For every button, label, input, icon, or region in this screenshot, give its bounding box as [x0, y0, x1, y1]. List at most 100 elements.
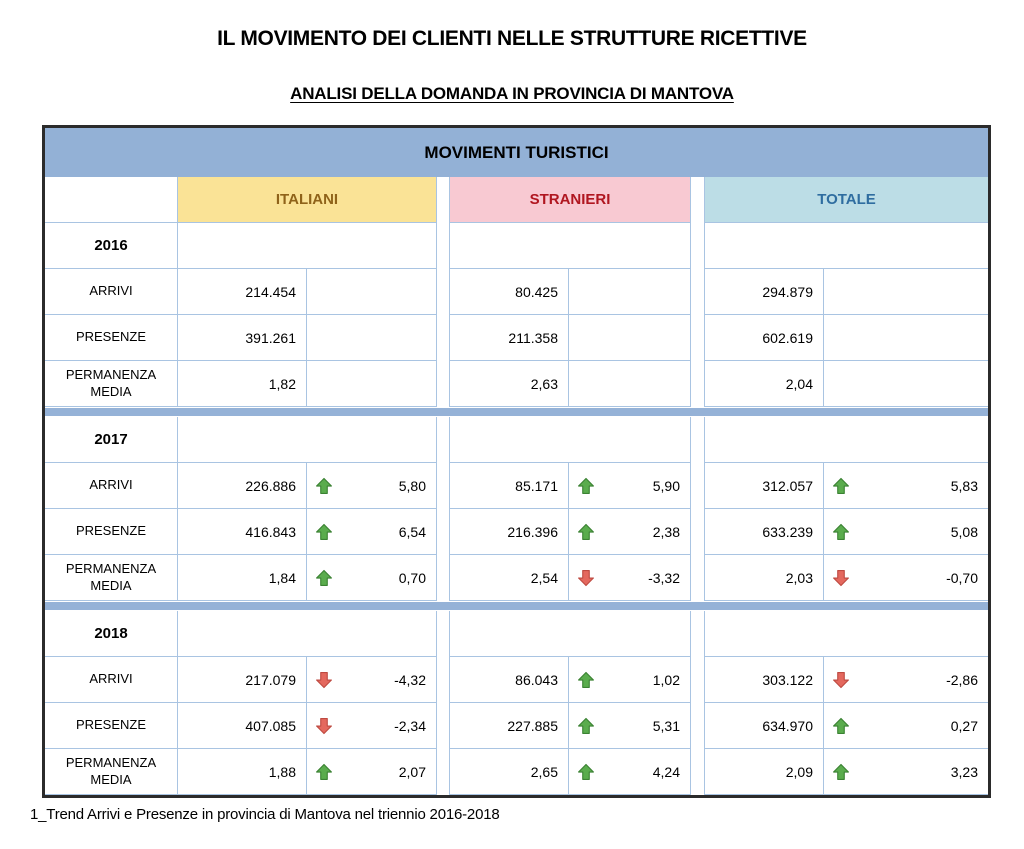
trend-cell: -3,32	[568, 555, 690, 601]
value-cell: 1,82	[178, 361, 306, 407]
trend-cell: 4,24	[568, 749, 690, 795]
row-label: PERMANENZA MEDIA	[45, 555, 178, 601]
value-cell: 2,03	[705, 555, 823, 601]
table-caption: 1_Trend Arrivi e Presenze in provincia d…	[30, 806, 500, 823]
value-cell: 303.122	[705, 657, 823, 703]
trend-cell: 5,31	[568, 703, 690, 749]
value-cell: 416.843	[178, 509, 306, 555]
trend-cell	[568, 269, 690, 315]
spacer-column	[436, 315, 450, 361]
pct-value: -4,32	[394, 671, 426, 688]
trend-cell: -2,34	[306, 703, 436, 749]
year-label: 2016	[45, 223, 178, 269]
row-label: PERMANENZA MEDIA	[45, 749, 178, 795]
trend-arrow-icon	[577, 569, 595, 587]
year-divider	[45, 408, 988, 416]
value-cell: 2,04	[705, 361, 823, 407]
trend-cell: 2,07	[306, 749, 436, 795]
spacer-column	[690, 657, 705, 703]
table-title: MOVIMENTI TURISTICI	[45, 128, 988, 177]
trend-arrow-icon	[577, 477, 595, 495]
pct-value: 4,24	[652, 763, 680, 780]
group-header-italiani: ITALIANI	[178, 177, 436, 223]
spacer-column	[436, 269, 450, 315]
trend-arrow-icon	[577, 717, 595, 735]
table-row-presenze: PRESENZE 416.843 6,54 216.396 2,38 633.2…	[45, 509, 988, 555]
trend-cell	[823, 269, 988, 315]
spacer-column	[690, 611, 705, 657]
value-cell: 217.079	[178, 657, 306, 703]
value-cell: 2,54	[450, 555, 568, 601]
row-label: ARRIVI	[45, 657, 178, 703]
trend-arrow-icon	[832, 477, 850, 495]
value-cell: 211.358	[450, 315, 568, 361]
value-cell: 227.885	[450, 703, 568, 749]
pct-value: 0,27	[950, 717, 978, 734]
spacer-column	[436, 361, 450, 407]
spacer-column	[436, 657, 450, 703]
spacer-column	[690, 315, 705, 361]
year-label: 2018	[45, 611, 178, 657]
movimenti-turistici-table: MOVIMENTI TURISTICI ITALIANI STRANIERI T…	[42, 125, 991, 798]
row-label: ARRIVI	[45, 463, 178, 509]
group-header-row: ITALIANI STRANIERI TOTALE	[45, 177, 988, 223]
trend-cell: -4,32	[306, 657, 436, 703]
trend-cell	[823, 315, 988, 361]
table-row-permanenza: PERMANENZA MEDIA 1,84 0,70 2,54 -3,32 2,…	[45, 555, 988, 601]
row-label: PRESENZE	[45, 509, 178, 555]
trend-arrow-icon	[315, 763, 333, 781]
value-cell: 633.239	[705, 509, 823, 555]
value-cell: 1,88	[178, 749, 306, 795]
value-cell: 85.171	[450, 463, 568, 509]
value-cell: 312.057	[705, 463, 823, 509]
value-cell: 1,84	[178, 555, 306, 601]
trend-arrow-icon	[577, 671, 595, 689]
table-row-presenze: PRESENZE 391.261 211.358 602.619	[45, 315, 988, 361]
value-cell: 391.261	[178, 315, 306, 361]
pct-value: 5,80	[398, 477, 426, 494]
trend-cell: 1,02	[568, 657, 690, 703]
trend-cell: 0,27	[823, 703, 988, 749]
empty-cell	[178, 611, 436, 657]
pct-value: 1,02	[652, 671, 680, 688]
table-row-permanenza: PERMANENZA MEDIA 1,82 2,63 2,04	[45, 361, 988, 407]
trend-arrow-icon	[577, 523, 595, 541]
page-subtitle: ANALISI DELLA DOMANDA IN PROVINCIA DI MA…	[290, 84, 734, 103]
pct-value: -0,70	[946, 569, 978, 586]
year-row: 2017	[45, 417, 988, 463]
year-row: 2016	[45, 223, 988, 269]
row-label: PRESENZE	[45, 703, 178, 749]
trend-arrow-icon	[315, 717, 333, 735]
spacer-column	[436, 417, 450, 463]
value-cell: 86.043	[450, 657, 568, 703]
spacer-column	[690, 555, 705, 601]
trend-cell: 2,38	[568, 509, 690, 555]
spacer-column	[690, 177, 705, 223]
trend-arrow-icon	[315, 569, 333, 587]
trend-arrow-icon	[577, 763, 595, 781]
row-label: ARRIVI	[45, 269, 178, 315]
empty-cell	[178, 417, 436, 463]
pct-value: 0,70	[398, 569, 426, 586]
year-label: 2017	[45, 417, 178, 463]
empty-cell	[178, 223, 436, 269]
pct-value: 2,38	[652, 523, 680, 540]
trend-arrow-icon	[832, 717, 850, 735]
table-row-arrivi: ARRIVI 226.886 5,80 85.171 5,90 312.057 …	[45, 463, 988, 509]
pct-value: 6,54	[398, 523, 426, 540]
spacer-column	[690, 703, 705, 749]
spacer-column	[436, 703, 450, 749]
year-row: 2018	[45, 611, 988, 657]
spacer-column	[436, 177, 450, 223]
value-cell: 80.425	[450, 269, 568, 315]
row-label: PERMANENZA MEDIA	[45, 361, 178, 407]
table-row-arrivi: ARRIVI 217.079 -4,32 86.043 1,02 303.122…	[45, 657, 988, 703]
pct-value: -2,86	[946, 671, 978, 688]
spacer-column	[690, 509, 705, 555]
trend-cell: 5,80	[306, 463, 436, 509]
spacer-column	[690, 361, 705, 407]
trend-cell: 6,54	[306, 509, 436, 555]
pct-value: 3,23	[950, 763, 978, 780]
trend-cell	[568, 361, 690, 407]
trend-arrow-icon	[315, 477, 333, 495]
